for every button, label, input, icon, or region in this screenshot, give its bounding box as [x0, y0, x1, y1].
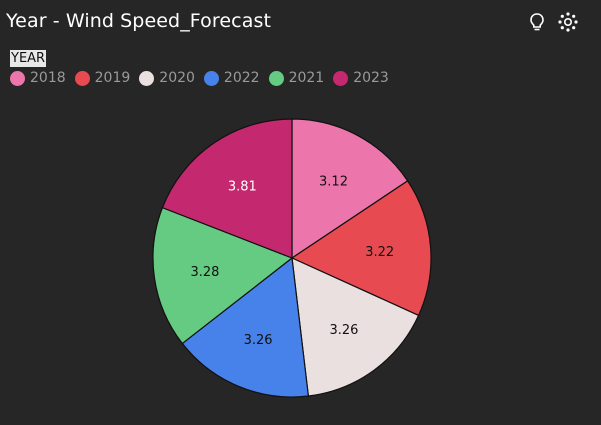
- slice-label-2023: 3.81: [228, 179, 257, 194]
- legend-item-2019[interactable]: 2019: [74, 70, 131, 86]
- legend-swatch: [203, 70, 219, 86]
- pie-slice-2020[interactable]: [291, 257, 420, 397]
- legend-item-2020[interactable]: 2020: [139, 70, 195, 86]
- pie-slice-2021[interactable]: [152, 206, 294, 345]
- legend-swatch: [74, 70, 90, 86]
- legend-label: 2018: [30, 70, 66, 86]
- slice-label-2018: 3.12: [319, 174, 348, 189]
- slice-label-2021: 3.28: [190, 265, 219, 280]
- legend-label: 2019: [94, 70, 131, 86]
- legend-label: 2021: [288, 70, 325, 86]
- legend-swatch: [10, 70, 25, 86]
- legend-swatch: [333, 70, 349, 86]
- legend-item-2018[interactable]: 2018: [10, 70, 66, 86]
- legend-item-2023[interactable]: 2023: [333, 70, 389, 86]
- lightbulb-icon[interactable]: [526, 11, 548, 33]
- chart-title: Year - Wind Speed_Forecast: [6, 10, 272, 32]
- pie-slice-2022[interactable]: [181, 256, 310, 398]
- legend: 2018 2019 2020 2022 2021 2023: [10, 70, 398, 86]
- legend-label: 2020: [159, 70, 195, 86]
- legend-label: 2022: [223, 70, 260, 86]
- slice-label-2019: 3.22: [365, 245, 394, 260]
- slice-label-2020: 3.26: [329, 323, 358, 338]
- legend-swatch: [139, 70, 155, 86]
- settings-icon[interactable]: [557, 11, 579, 33]
- pie-slice-2018[interactable]: [291, 118, 409, 260]
- legend-item-2021[interactable]: 2021: [268, 70, 325, 86]
- pie-slice-2023[interactable]: [161, 118, 293, 259]
- legend-title: YEAR: [10, 50, 47, 67]
- legend-item-2022[interactable]: 2022: [203, 70, 260, 86]
- pie-slice-2019[interactable]: [290, 180, 432, 317]
- legend-label: 2023: [353, 70, 389, 86]
- legend-swatch: [268, 70, 284, 86]
- slice-label-2022: 3.26: [244, 333, 273, 348]
